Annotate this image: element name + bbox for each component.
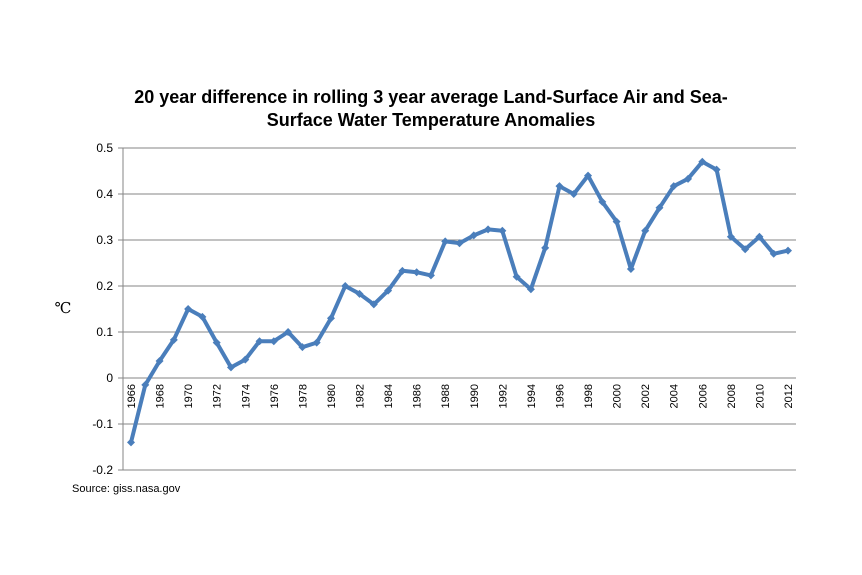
data-point <box>712 165 721 174</box>
data-point <box>512 272 521 281</box>
data-point <box>755 232 764 241</box>
x-tick-label: 2000 <box>612 384 624 408</box>
x-tick-label: 1990 <box>469 384 481 408</box>
series-line <box>129 159 790 445</box>
data-point <box>741 245 750 254</box>
data-point <box>612 217 621 226</box>
y-tick-label: 0.5 <box>96 141 113 155</box>
data-point <box>441 237 450 246</box>
x-tick-label: 1996 <box>554 384 566 408</box>
data-point <box>326 314 335 323</box>
data-point <box>584 171 593 180</box>
y-tick-label: 0 <box>106 371 113 385</box>
data-point <box>127 438 135 447</box>
x-tick-label: 1980 <box>326 384 338 408</box>
chart-title-line-1: 20 year difference in rolling 3 year ave… <box>134 87 728 107</box>
data-point <box>784 246 792 255</box>
x-tick-label: 1976 <box>269 384 281 408</box>
data-point <box>541 243 550 252</box>
data-point <box>226 363 235 372</box>
data-point <box>412 268 421 277</box>
data-point <box>698 157 707 166</box>
series-layer <box>127 157 792 447</box>
data-point <box>598 197 607 206</box>
y-tick-label: 0.3 <box>96 233 113 247</box>
data-point <box>284 328 293 336</box>
data-point <box>341 282 350 290</box>
data-point <box>198 312 207 321</box>
y-axis-label: ℃ <box>55 299 72 317</box>
x-tick-label: 1998 <box>583 384 595 408</box>
data-point <box>655 203 664 212</box>
x-tick-label: 2004 <box>669 384 681 408</box>
data-point <box>669 182 678 191</box>
chart-title-line-2: Surface Water Temperature Anomalies <box>266 110 596 130</box>
x-tick-label: 1994 <box>526 384 538 408</box>
x-tick-label: 1982 <box>355 384 367 408</box>
data-point <box>212 338 221 347</box>
data-point <box>641 226 650 235</box>
data-point <box>312 338 321 347</box>
data-point <box>298 343 307 352</box>
data-point <box>384 286 393 295</box>
data-point <box>484 225 493 234</box>
data-point <box>255 337 264 346</box>
data-point <box>569 190 578 198</box>
x-tick-label: 2012 <box>783 384 795 408</box>
x-tick-labels: 1966 1968 1970 1972 1974 1976 1978 1980 1982 1984… <box>126 384 795 408</box>
x-tick-label: 2010 <box>754 384 766 408</box>
data-point <box>184 305 193 313</box>
data-point <box>555 182 564 191</box>
x-tick-label: 2008 <box>726 384 738 408</box>
data-point <box>269 337 278 346</box>
x-tick-label: 1974 <box>240 384 252 408</box>
y-tick-label: 0.4 <box>96 187 113 201</box>
data-point <box>241 355 250 364</box>
x-tick-label: 1978 <box>297 384 309 408</box>
data-point <box>684 174 693 183</box>
x-tick-label: 2006 <box>697 384 709 408</box>
y-tick-label: -0.2 <box>92 463 113 477</box>
data-point <box>469 231 478 240</box>
y-tick-label: 0.2 <box>96 279 113 293</box>
data-point <box>769 249 778 258</box>
data-point <box>355 289 364 298</box>
x-tick-label: 1968 <box>155 384 167 408</box>
data-point <box>455 239 464 248</box>
data-point <box>526 285 535 294</box>
x-tick-label: 1984 <box>383 384 395 408</box>
x-tick-label: 2002 <box>640 384 652 408</box>
data-point <box>626 264 635 273</box>
data-point <box>169 335 178 344</box>
source-note: Source: giss.nasa.gov <box>72 483 181 495</box>
data-point <box>498 226 507 235</box>
data-point <box>398 266 407 275</box>
data-point <box>369 300 378 309</box>
y-tick-labels: -0.2 -0.1 0 0.1 0.2 0.3 0.4 0.5 <box>92 141 113 477</box>
y-tick-label: 0.1 <box>96 325 113 339</box>
x-tick-label: 1966 <box>126 384 138 408</box>
gridlines <box>123 147 796 471</box>
x-tick-label: 1986 <box>412 384 424 408</box>
x-tick-label: 1972 <box>212 384 224 408</box>
axes <box>118 147 796 471</box>
data-point <box>726 232 735 241</box>
data-point <box>141 380 150 389</box>
x-tick-label: 1988 <box>440 384 452 408</box>
data-point <box>426 271 435 280</box>
data-point <box>155 356 164 365</box>
y-tick-label: -0.1 <box>92 417 113 431</box>
chart-title: 20 year difference in rolling 3 year ave… <box>0 86 862 132</box>
x-tick-label: 1992 <box>497 384 509 408</box>
x-tick-label: 1970 <box>183 384 195 408</box>
